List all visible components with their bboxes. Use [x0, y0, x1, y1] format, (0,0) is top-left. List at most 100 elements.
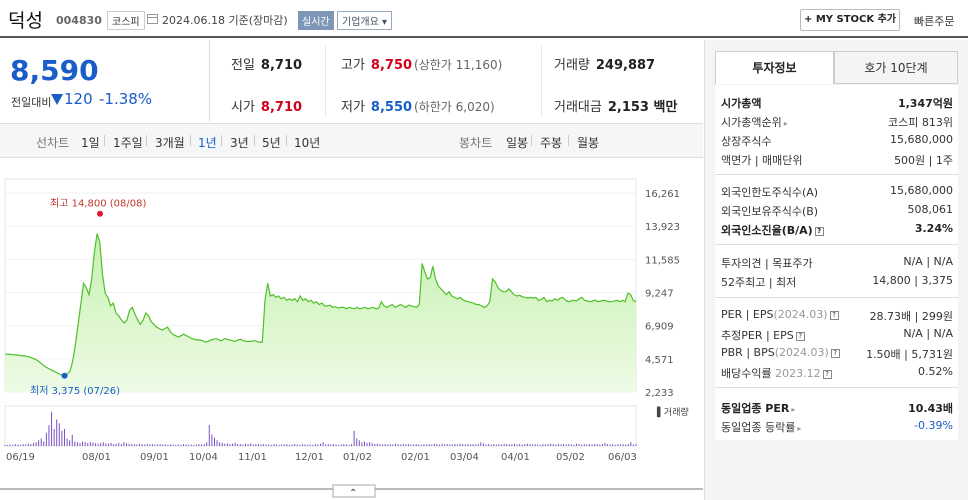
- tab-10y[interactable]: 10년: [294, 136, 321, 150]
- row-value: 1.50배 | 5,731원: [866, 348, 953, 361]
- arrow-right-icon: ▸: [783, 119, 788, 128]
- x-tick-label: 01/02: [343, 452, 372, 463]
- invest-info-panel: 투자정보 호가 10단계 시가총액 1,347억원 시가총액순위 ▸ 코스피 813위…: [704, 40, 968, 500]
- x-tick-label: 10/04: [189, 452, 218, 463]
- x-tick-label: 02/01: [401, 452, 430, 463]
- stat-label: 거래대금: [554, 100, 602, 115]
- stat-value: 8,710: [260, 58, 303, 73]
- my-stock-add-button[interactable]: + MY STOCK 추가: [800, 9, 900, 31]
- stat-label: 거래량: [554, 58, 590, 73]
- stat-prev: 전일 8,710: [231, 54, 302, 73]
- tab-3m[interactable]: 3개월: [155, 136, 185, 150]
- row-key: 배당수익률 2023.12?: [721, 365, 832, 381]
- divider: [715, 244, 958, 245]
- row-key-date: 2023.12: [775, 367, 821, 380]
- x-tick-label: 06/19: [6, 452, 35, 463]
- tab-weekly[interactable]: 주봉: [540, 136, 563, 150]
- row-key: PER | EPS(2024.03)?: [721, 308, 839, 321]
- stat-value: 8,710: [260, 100, 303, 115]
- tab-daily[interactable]: 일봉: [506, 136, 529, 150]
- row-key: 투자의견 | 목표주가: [721, 257, 813, 270]
- divider: [531, 135, 532, 146]
- row-key: PBR | BPS(2024.03)?: [721, 346, 840, 359]
- help-icon[interactable]: ?: [795, 332, 805, 341]
- y-tick-label: 11,585: [645, 255, 680, 266]
- stat-label: 저가: [341, 100, 365, 115]
- divider: [568, 135, 569, 146]
- divider: [541, 46, 542, 116]
- change-label: 전일대비: [11, 96, 52, 109]
- row-value: 15,680,000: [890, 133, 953, 146]
- divider: [254, 135, 255, 146]
- volume-label: ▌거래량: [656, 406, 689, 418]
- row-key-date: (2024.03): [774, 346, 829, 359]
- company-overview-dropdown[interactable]: 기업개요 ▾: [337, 11, 392, 30]
- market-badge: 코스피: [107, 11, 145, 30]
- row-value: 10.43배: [908, 402, 953, 415]
- max-point-marker: [97, 210, 103, 217]
- y-tick-label: 2,233: [645, 388, 674, 399]
- row-key-text: 동일업종 등락률: [721, 421, 796, 434]
- x-tick-label: 06/03: [608, 452, 637, 463]
- chart-period-tabs: 선차트 1일 1주일 3개월 1년 3년 5년 10년 봉차트 일봉 주봉 월봉: [0, 123, 703, 158]
- divider: [221, 135, 222, 146]
- row-value: 코스피 813위: [888, 116, 953, 129]
- row-value: 0.52%: [918, 365, 953, 378]
- stock-name: 덕성: [8, 10, 43, 32]
- tab-3y[interactable]: 3년: [230, 136, 249, 150]
- stat-value: 8,550: [370, 100, 413, 115]
- price-change-percent: -1.38%: [99, 90, 153, 108]
- y-tick-label: 4,571: [645, 355, 674, 366]
- help-icon[interactable]: ?: [822, 370, 832, 379]
- row-value: 15,680,000: [890, 184, 953, 197]
- x-tick-label: 09/01: [140, 452, 169, 463]
- stat-value: 249,887: [595, 58, 656, 73]
- realtime-button[interactable]: 실시간: [298, 11, 334, 30]
- row-value: 3.24%: [914, 222, 953, 235]
- divider: [190, 135, 191, 146]
- quick-order-link[interactable]: 빠른주문: [914, 15, 955, 28]
- row-value: -0.39%: [914, 419, 953, 432]
- help-icon[interactable]: ?: [829, 311, 839, 320]
- price-stats: 전일 8,710 고가 8,750 (상한가 11,160) 거래량 249,887 시…: [211, 40, 703, 122]
- row-value: N/A | N/A: [903, 255, 953, 268]
- price-chart: 16,261 13,923 11,585 9,247 6,909 4,571 2,233 최고…: [0, 160, 703, 500]
- price-area-fill: [5, 233, 636, 392]
- x-tick-label: 11/01: [238, 452, 267, 463]
- row-key: 시가총액: [721, 97, 762, 110]
- line-chart-label: 선차트: [36, 136, 70, 150]
- invest-info-table: 시가총액 1,347억원 시가총액순위 ▸ 코스피 813위 상장주식수 15,680,…: [715, 85, 958, 440]
- tab-1d[interactable]: 1일: [81, 136, 100, 150]
- stat-label: 시가: [231, 100, 255, 115]
- tab-orderbook-10[interactable]: 호가 10단계: [834, 51, 958, 84]
- tab-invest-info[interactable]: 투자정보: [715, 51, 834, 84]
- row-value: 28.73배 | 299원: [869, 310, 953, 323]
- row-key: 추정PER | EPS?: [721, 327, 805, 343]
- row-key-text: PER | EPS: [721, 308, 774, 321]
- tab-1w[interactable]: 1주일: [113, 136, 143, 150]
- row-key-date: (2024.03): [773, 308, 828, 321]
- x-tick-label: 03/04: [450, 452, 479, 463]
- y-tick-label: 6,909: [645, 322, 674, 333]
- help-icon[interactable]: ?: [814, 227, 824, 236]
- min-price-label: 최저 3,375 (07/26): [30, 385, 120, 397]
- down-triangle-icon: [51, 94, 63, 105]
- tab-monthly[interactable]: 월봉: [577, 136, 600, 150]
- row-value: 1,347억원: [897, 97, 953, 110]
- row-key-text: 외국인소진율(B/A): [721, 224, 813, 237]
- x-tick-label: 04/01: [501, 452, 530, 463]
- row-key: 시가총액순위 ▸: [721, 114, 788, 130]
- calendar-icon: [147, 14, 158, 24]
- stat-value: 8,750: [370, 58, 413, 73]
- help-icon[interactable]: ?: [830, 349, 840, 358]
- tab-1y[interactable]: 1년: [198, 136, 217, 150]
- row-key: 외국인소진율(B/A)?: [721, 222, 824, 238]
- row-key: 동일업종 등락률 ▸: [721, 419, 801, 435]
- lower-limit: (하한가 6,020): [414, 100, 495, 114]
- current-price: 8,590: [10, 54, 99, 87]
- stat-volume: 거래량 249,887: [554, 54, 655, 73]
- tab-5y[interactable]: 5년: [262, 136, 281, 150]
- stat-open: 시가 8,710: [231, 96, 302, 115]
- collapse-chart-button[interactable]: [332, 484, 376, 498]
- x-tick-label: 05/02: [556, 452, 585, 463]
